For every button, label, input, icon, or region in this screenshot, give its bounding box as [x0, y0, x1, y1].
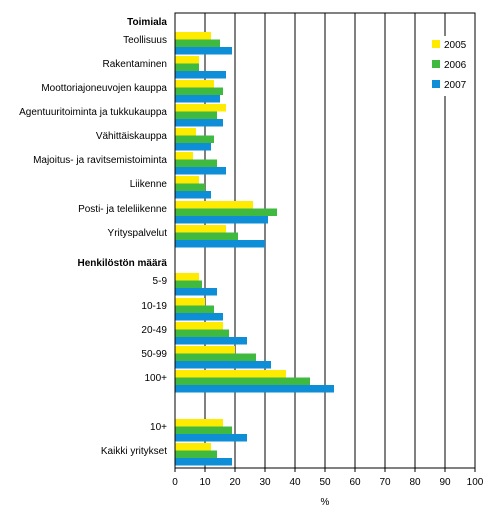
bar-2006 — [175, 135, 214, 143]
bar-2007 — [175, 216, 268, 224]
bar-2005 — [175, 80, 214, 88]
bar-2006 — [175, 450, 217, 458]
x-tick-label: 50 — [319, 477, 331, 488]
legend-label: 2006 — [444, 60, 467, 71]
group-heading: Toimiala — [127, 17, 167, 28]
legend-swatch — [432, 80, 440, 88]
bar-2006 — [175, 159, 217, 167]
x-tick-label: 80 — [409, 477, 421, 488]
bar-2007 — [175, 240, 265, 248]
bar-2007 — [175, 71, 226, 79]
bar-2005 — [175, 346, 235, 354]
group-heading: Henkilöstön määrä — [78, 258, 168, 269]
bar-2005 — [175, 322, 223, 330]
bar-2007 — [175, 143, 211, 151]
category-label: Moottoriajoneuvojen kauppa — [41, 83, 167, 94]
bar-2006 — [175, 39, 220, 47]
bar-2007 — [175, 313, 223, 321]
category-label: Yrityspalvelut — [108, 228, 168, 239]
category-label: Vähittäiskauppa — [96, 131, 168, 142]
x-axis-label: % — [321, 497, 330, 508]
x-tick-label: 40 — [289, 477, 301, 488]
bar-2007 — [175, 361, 271, 369]
bars — [175, 32, 334, 466]
bar-2007 — [175, 385, 334, 393]
bar-2005 — [175, 32, 211, 40]
bar-2005 — [175, 201, 253, 209]
x-tick-label: 20 — [229, 477, 241, 488]
bar-2006 — [175, 87, 223, 95]
bar-2005 — [175, 104, 226, 112]
bar-2006 — [175, 305, 214, 313]
bar-2006 — [175, 232, 238, 240]
category-label: 20-49 — [141, 325, 167, 336]
bar-2005 — [175, 128, 196, 136]
bar-2007 — [175, 288, 217, 296]
bar-2006 — [175, 63, 199, 71]
bar-2006 — [175, 183, 205, 191]
bar-2007 — [175, 95, 220, 103]
category-label: 5-9 — [153, 276, 168, 287]
bar-2006 — [175, 377, 310, 385]
category-label: Rakentaminen — [103, 59, 167, 70]
bar-2006 — [175, 111, 217, 119]
category-label: Kaikki yritykset — [101, 446, 167, 457]
category-label: Majoitus- ja ravitsemistoiminta — [33, 155, 167, 166]
legend-swatch — [432, 40, 440, 48]
bar-2005 — [175, 419, 223, 427]
axes — [174, 12, 476, 472]
bar-2007 — [175, 337, 247, 345]
x-tick-label: 60 — [349, 477, 361, 488]
x-tick-label: 10 — [199, 477, 211, 488]
category-label: Posti- ja teleliikenne — [78, 204, 167, 215]
bar-2005 — [175, 176, 199, 184]
bar-2006 — [175, 329, 229, 337]
bar-2007 — [175, 119, 223, 127]
bar-2007 — [175, 434, 247, 442]
x-tick-label: 30 — [259, 477, 271, 488]
bar-2005 — [175, 273, 199, 281]
bar-2006 — [175, 353, 256, 361]
bar-2007 — [175, 47, 232, 55]
category-label: Agentuuritoiminta ja tukkukauppa — [19, 107, 167, 118]
x-tick-label: 100 — [467, 477, 484, 488]
bar-2005 — [175, 56, 199, 64]
category-label: Teollisuus — [123, 35, 167, 46]
legend: 2005 2006 2007 — [424, 36, 472, 96]
x-tick-label: 0 — [172, 477, 178, 488]
bar-2006 — [175, 280, 202, 288]
x-tick-label: 90 — [439, 477, 451, 488]
category-label: Liikenne — [130, 179, 168, 190]
bar-2005 — [175, 225, 226, 233]
bar-2007 — [175, 167, 226, 175]
category-label: 50-99 — [141, 349, 167, 360]
bar-2006 — [175, 208, 277, 216]
bar-2007 — [175, 191, 211, 199]
x-tick-label: 70 — [379, 477, 391, 488]
tick-labels: 0 10 20 30 40 50 60 70 80 90 100 — [172, 477, 484, 488]
bar-2005 — [175, 152, 193, 160]
category-label: 10-19 — [141, 301, 167, 312]
legend-swatch — [432, 60, 440, 68]
category-labels: Toimiala Henkilöstön määrä Teollisuus Raken… — [19, 17, 167, 457]
bar-2006 — [175, 426, 232, 434]
category-label: 10+ — [150, 422, 167, 433]
bar-2005 — [175, 370, 286, 378]
bar-2005 — [175, 298, 205, 306]
bar-2007 — [175, 458, 232, 466]
category-label: 100+ — [144, 373, 167, 384]
legend-label: 2007 — [444, 80, 467, 91]
legend-label: 2005 — [444, 40, 467, 51]
bar-2005 — [175, 443, 211, 451]
